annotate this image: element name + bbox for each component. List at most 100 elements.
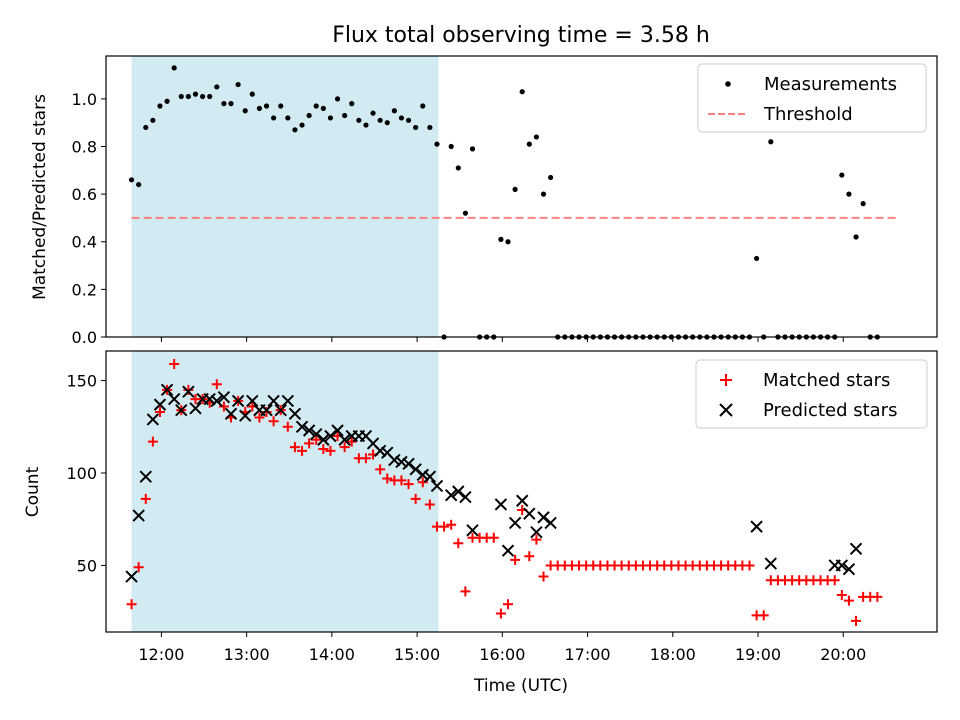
predicted-stars-point [402,457,415,470]
predicted-stars-point [501,544,515,557]
measurements-point [263,103,270,109]
matched-stars-point [126,599,137,610]
predicted-stars-point [537,511,550,524]
predicted-stars-point [842,562,856,576]
matched-stars-point [503,599,514,610]
measurements-point [306,112,312,119]
predicted-stars-point [239,409,252,422]
measurements-point [533,134,540,140]
predicted-stars-point [388,453,401,467]
matched-stars-point [836,590,847,601]
matched-stars-point [453,538,464,549]
measurements-point [214,84,220,90]
predicted-stars-point [288,407,302,421]
measurements-point [377,117,383,123]
matched-stars-point [325,445,336,456]
predicted-stars-point [302,424,316,437]
bottom-y-axis-label: Count [23,466,43,517]
matched-stars-point [147,436,158,447]
x-tick-label: 15:00 [394,645,440,664]
measurements-point [235,81,241,88]
measurements-point [157,103,163,109]
measurements-point [278,103,284,109]
measurements-point [249,91,255,97]
predicted-stars-point [430,479,444,493]
measurements-point [498,236,504,242]
predicted-stars-point [125,570,138,583]
matched-stars-point [531,534,542,545]
predicted-stars-point [274,403,287,417]
legend-measurements-label: Measurements [764,74,897,95]
top-y-tick-label: 1.0 [72,90,97,109]
x-tick-label: 16:00 [479,645,525,664]
predicted-stars-point [175,403,188,417]
measurements-point [469,146,476,152]
predicted-stars-point [139,470,152,483]
matched-stars-point [758,610,769,621]
predicted-stars-point [373,444,387,458]
measurements-point [540,191,547,197]
measurements-point [448,143,454,150]
bottom-plot-frame [105,350,938,633]
predicted-stars-point [281,394,295,408]
bottom-legend: Matched stars Predicted stars [695,359,928,429]
measurements-point [285,115,291,121]
matched-stars-point [375,464,386,475]
measurements-point [171,65,177,71]
measurements-point [853,234,859,240]
matched-stars-point [133,562,144,573]
measurements-point [512,186,518,192]
predicted-stars-point [452,485,465,498]
matched-stars-point [297,445,308,456]
measurements-point [370,110,376,116]
x-tick-label: 17:00 [564,645,610,664]
measurements-point [327,115,334,121]
measurements-point [192,91,199,97]
legend-threshold-label: Threshold [763,104,853,125]
measurements-point [199,93,206,100]
matched-stars-point [382,473,393,484]
top-observing-window [131,56,439,337]
measurements-point [349,101,355,107]
predicted-stars-point [444,488,458,502]
top-plot-frame [105,55,938,338]
legend-matched-marker [720,374,732,386]
measurements-point [384,120,390,126]
predicted-stars-point [324,429,337,443]
measurements-point [313,103,319,109]
matched-stars-point [169,358,180,369]
matched-stars-point [744,560,755,571]
measurements-point [221,101,227,107]
top-y-tick-label: 0.4 [72,233,97,252]
measurements-point [128,177,135,183]
matched-stars-point [339,442,350,453]
predicted-stars-point [160,383,174,397]
predicted-stars-point [764,557,778,570]
predicted-stars-point [267,394,280,408]
matched-stars-point [488,532,499,543]
predicted-stars-point [153,398,167,411]
matched-stars-point [360,453,371,464]
measurements-point [505,239,511,245]
legend-matched-label: Matched stars [763,370,890,391]
predicted-stars-point [466,524,479,537]
measurements-point [405,117,412,123]
measurements-point [143,124,149,131]
predicted-stars-point [508,516,522,530]
x-tick-label: 18:00 [650,645,696,664]
predicted-stars-point [494,498,508,511]
measurements-point [548,174,554,181]
x-tick-label: 12:00 [138,645,184,664]
predicted-stars-point [416,468,429,482]
measurements-point [164,98,170,104]
predicted-stars-point [544,516,557,530]
top-panel: Flux total observing time = 3.58 h 0.0 0.… [30,23,938,347]
measurements-point [136,181,142,188]
measurements-point [839,172,845,178]
top-y-tick-label: 0.2 [72,280,97,299]
measurements-point [846,191,852,197]
predicted-stars-point [523,507,536,520]
matched-stars-point [318,443,329,454]
predicted-stars-point [750,520,763,533]
